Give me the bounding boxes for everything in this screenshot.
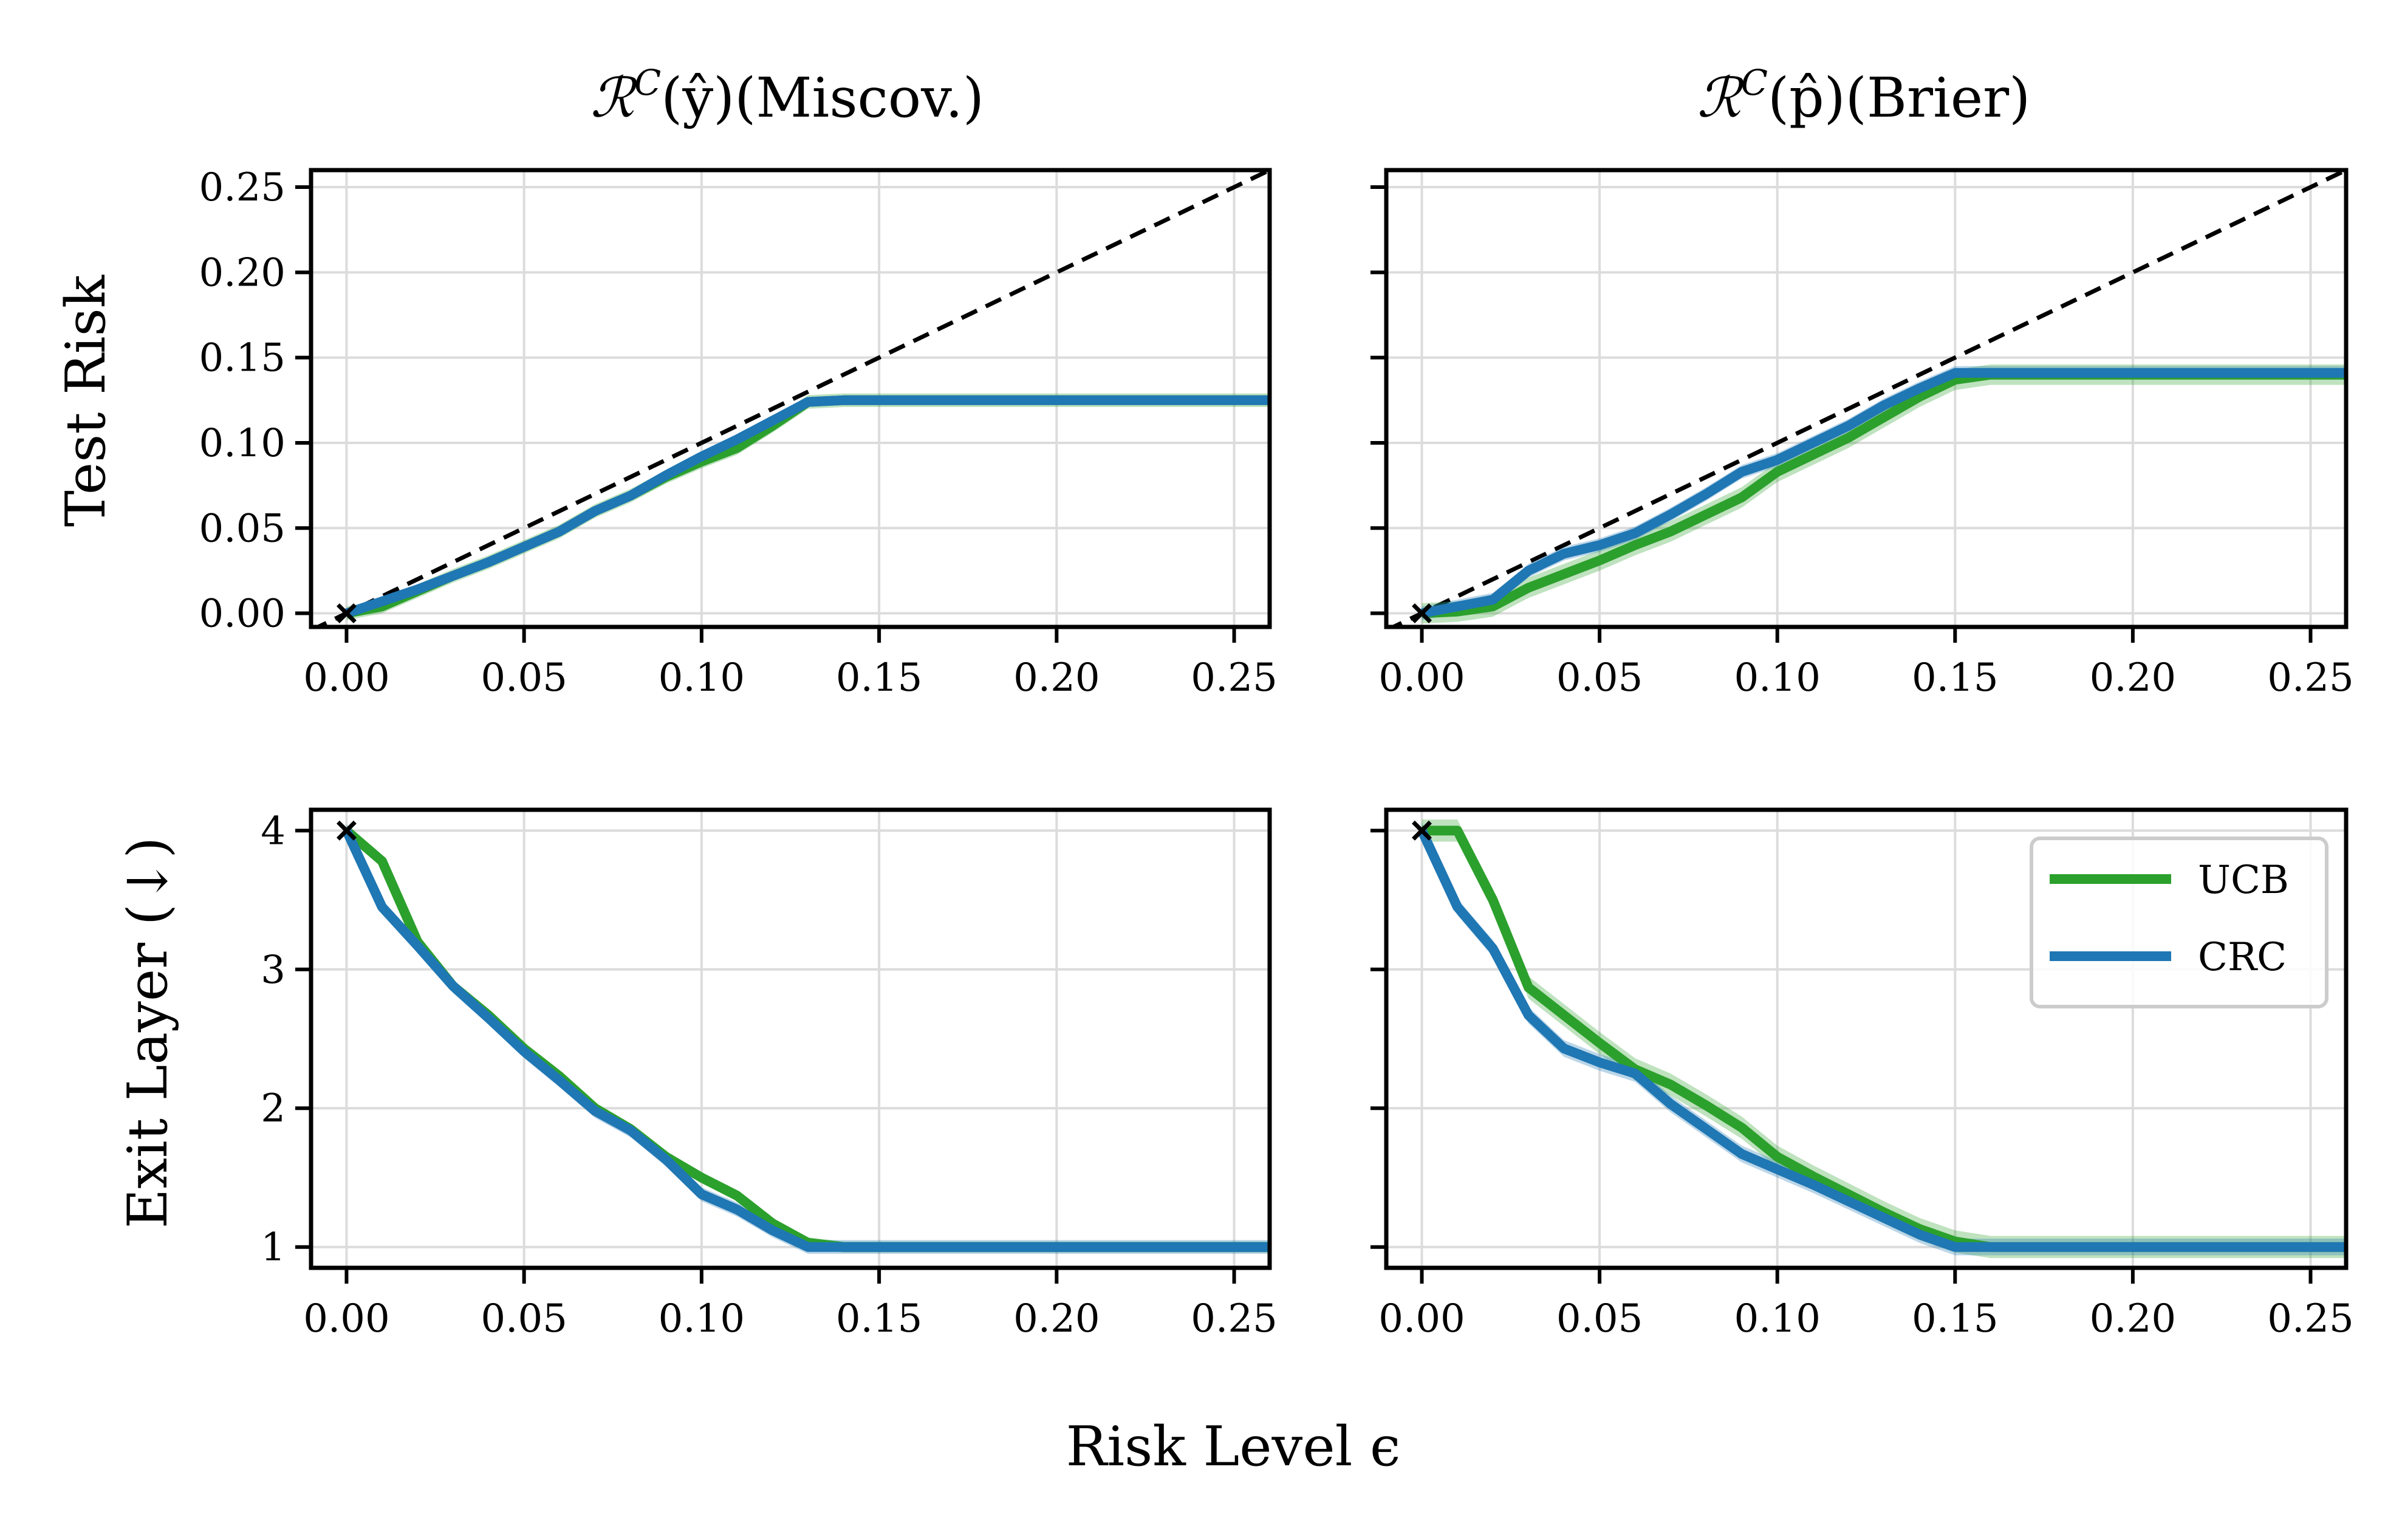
x-tick-label-0: 0.00 — [303, 1296, 390, 1341]
x-tick-label-0: 0.00 — [1378, 655, 1465, 700]
x-tick-label-5: 0.25 — [2267, 1296, 2354, 1341]
panel-top-right: 0.00 0.05 0.10 0.15 0.20 0.25 — [1370, 168, 2354, 700]
x-tick-label-3: 0.15 — [836, 1296, 923, 1341]
series-band-ucb — [346, 393, 1270, 620]
x-tick-label-3: 0.15 — [1912, 1296, 1999, 1341]
origin-x-marker-stroke-b — [336, 603, 357, 624]
series-line-crc — [344, 395, 1270, 618]
panel-frame — [309, 807, 1272, 1270]
y-tick-label-2: 3 — [261, 948, 286, 993]
x-tick-label-4: 0.20 — [1013, 1296, 1100, 1341]
origin-x-marker-stroke-b — [1412, 820, 1432, 841]
reference-diagonal-line — [313, 170, 1270, 627]
origin-x-marker-stroke-b — [336, 820, 357, 841]
panel-top-left: 0.00 0.05 0.10 0.15 0.20 0.25 0.00 0.05 0.10 0.15… — [199, 165, 1278, 700]
x-tick-label-4: 0.20 — [2090, 655, 2177, 700]
origin-x-marker — [1412, 820, 1432, 841]
panel-frame — [1384, 168, 2349, 629]
x-tick-label-2: 0.10 — [1734, 1296, 1821, 1341]
x-tick-label-1: 0.05 — [1556, 655, 1643, 700]
y-tick-label-4: 0.20 — [199, 250, 286, 295]
panel-bottom-left: 0.00 0.05 0.10 0.15 0.20 0.25 1 2 3 4 — [261, 807, 1278, 1341]
series-line-crc — [342, 828, 1270, 1252]
series-line-ucb — [1422, 826, 2346, 1252]
panel-frame — [1384, 807, 2349, 1270]
x-tick-label-2: 0.10 — [659, 1296, 745, 1341]
y-axis-label-test-risk: Test Risk — [54, 274, 118, 527]
x-axis-label-risk-level: Risk Level ϵ — [1066, 1415, 1401, 1479]
x-tick-label-2: 0.10 — [659, 655, 745, 700]
plot-area — [313, 170, 1270, 627]
x-tick-label-3: 0.15 — [1912, 655, 1999, 700]
y-tick-label-0: 0.00 — [199, 592, 286, 637]
x-tick-label-0: 0.00 — [1378, 1296, 1465, 1341]
series-line-crc — [1421, 368, 2346, 618]
series-line-ucb — [345, 395, 1270, 618]
x-tick-label-5: 0.25 — [2267, 655, 2354, 700]
x-tick-label-4: 0.20 — [1013, 655, 1100, 700]
series-line-ucb — [1422, 369, 2346, 618]
series-band-crc — [346, 823, 1270, 1254]
x-tick-label-3: 0.15 — [836, 655, 923, 700]
y-tick-label-3: 4 — [261, 809, 286, 854]
series-band-ucb — [346, 825, 1270, 1253]
series-band-crc — [346, 397, 1270, 617]
column-title-miscoverage: ℛC(ŷ)(Miscov.) — [590, 62, 984, 130]
plot-area — [1388, 170, 2346, 627]
origin-x-marker — [336, 603, 357, 624]
y-tick-label-1: 2 — [261, 1086, 286, 1131]
series-line-ucb — [343, 827, 1270, 1252]
legend-label-crc: CRC — [2198, 935, 2287, 980]
legend-label-ucb: UCB — [2198, 858, 2289, 903]
origin-x-marker — [1412, 603, 1432, 624]
y-tick-label-3: 0.15 — [199, 336, 286, 381]
y-axis-label-exit-layer: Exit Layer (↓) — [116, 837, 180, 1229]
x-tick-label-5: 0.25 — [1191, 1296, 1278, 1341]
x-tick-label-1: 0.05 — [481, 1296, 567, 1341]
plot-area — [1417, 819, 2346, 1259]
origin-x-marker — [336, 820, 357, 841]
reference-diagonal-line — [1388, 170, 2346, 627]
x-tick-label-1: 0.05 — [481, 655, 567, 700]
x-tick-label-5: 0.25 — [1191, 655, 1278, 700]
panel-frame — [309, 168, 1272, 629]
origin-x-marker-stroke-b — [1412, 603, 1432, 624]
x-tick-label-0: 0.00 — [303, 655, 390, 700]
plot-area — [342, 823, 1270, 1254]
y-tick-label-2: 0.10 — [199, 421, 286, 466]
y-tick-label-1: 0.05 — [199, 506, 286, 551]
column-title-brier: ℛC(p̂)(Brier) — [1697, 62, 2031, 130]
y-tick-label-5: 0.25 — [199, 165, 286, 210]
x-tick-label-1: 0.05 — [1556, 1296, 1643, 1341]
series-band-ucb — [1422, 819, 2346, 1259]
y-tick-label-0: 1 — [261, 1225, 286, 1270]
x-tick-label-4: 0.20 — [2090, 1296, 2177, 1341]
series-line-crc — [1417, 828, 2346, 1252]
x-tick-label-2: 0.10 — [1734, 655, 1821, 700]
legend: UCB CRC — [2030, 837, 2328, 1008]
